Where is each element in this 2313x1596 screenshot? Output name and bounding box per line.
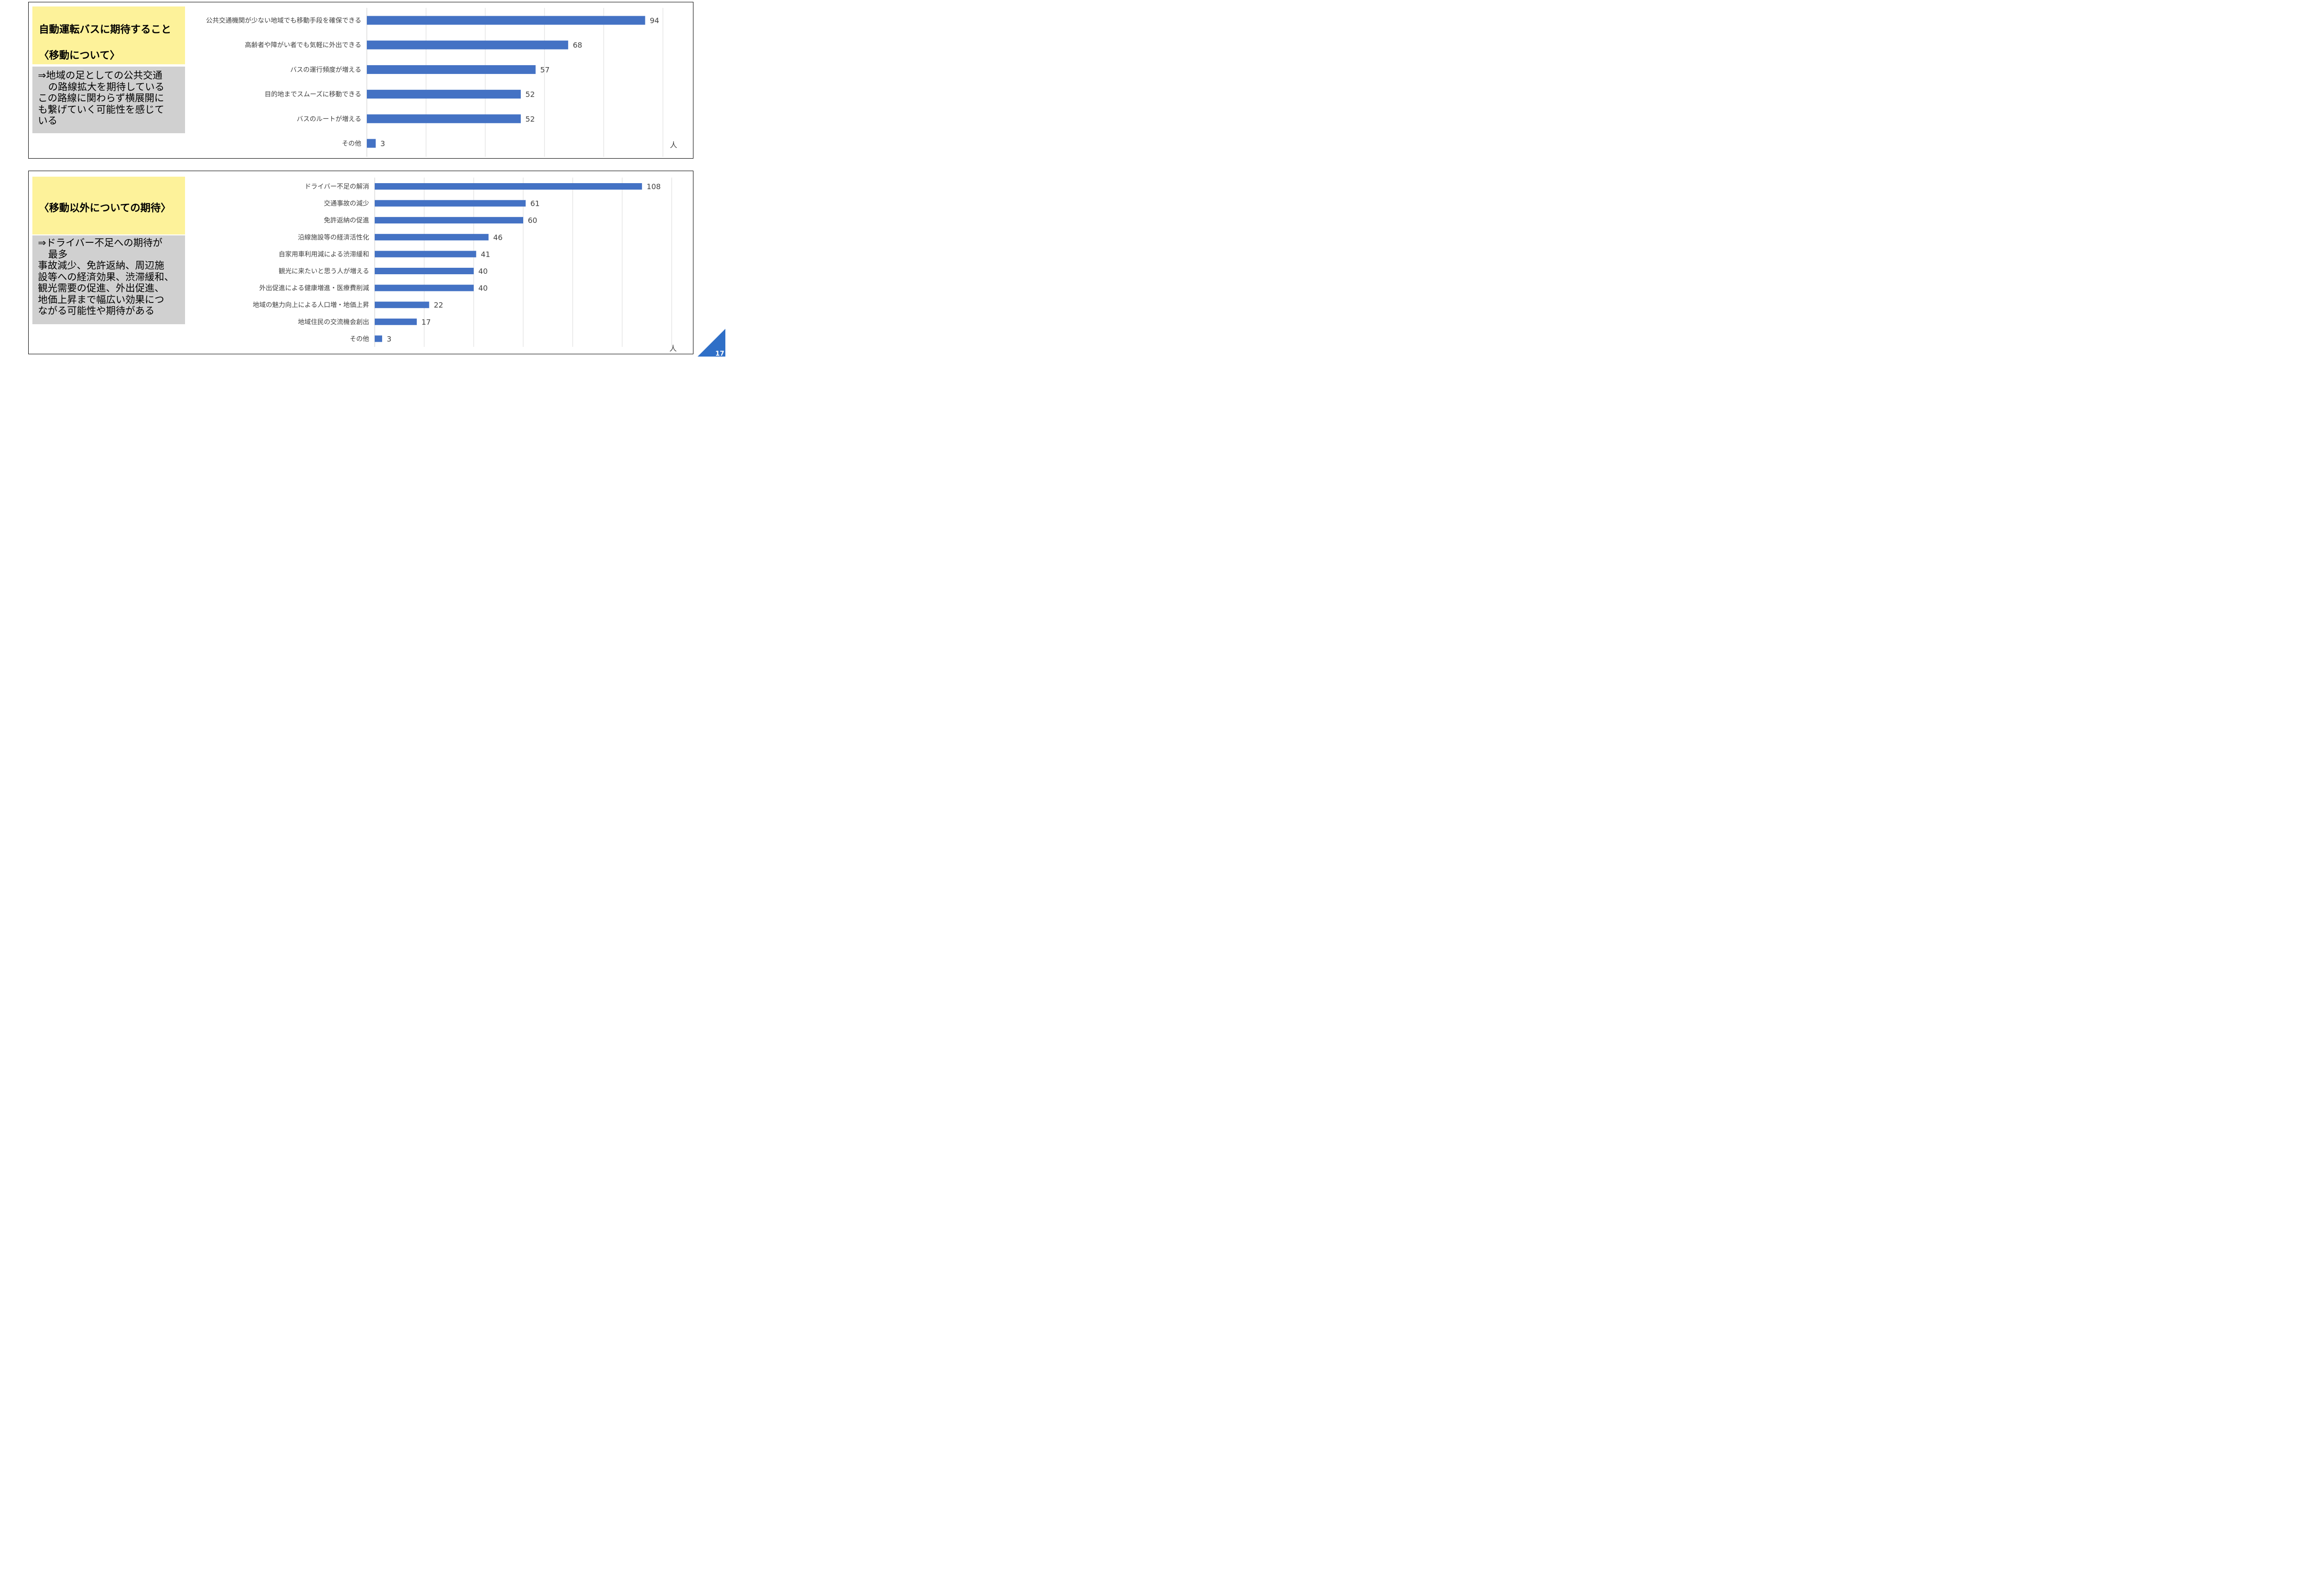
moving-expectations-panel: 自動運転バスに期待すること 〈移動について〉 ⇒地域の足としての公共交通 の路線…: [28, 2, 693, 159]
data-label: 57: [540, 65, 550, 74]
data-label: 60: [528, 216, 537, 225]
category-label: 交通事故の減少: [324, 200, 369, 208]
data-label: 108: [647, 182, 661, 191]
panel1-note-line: も繋げていく可能性を感じて: [38, 104, 164, 115]
bar: [367, 65, 536, 74]
bar: [375, 200, 526, 207]
panel1-note: ⇒地域の足としての公共交通 の路線拡大を期待している この路線に関わらず横展開に…: [38, 70, 164, 127]
bar: [367, 90, 521, 99]
bar: [375, 183, 642, 190]
bar: [367, 40, 569, 49]
panel1-note-line: いる: [38, 115, 57, 126]
category-label: その他: [342, 140, 361, 148]
moving-expectations-chart: 公共交通機関が少ない地域でも移動手段を確保できる 94 高齢者や障がい者でも気軽に外…: [206, 8, 677, 157]
page-number: 17: [715, 350, 724, 357]
category-label: 公共交通機関が少ない地域でも移動手段を確保できる: [206, 17, 361, 25]
data-label: 61: [530, 199, 539, 208]
bar: [375, 318, 417, 325]
category-label: 高齢者や障がい者でも気軽に外出できる: [245, 41, 361, 49]
data-label: 40: [478, 284, 488, 293]
category-label: バスのルートが増える: [297, 116, 361, 123]
bar: [367, 114, 521, 123]
data-label: 22: [434, 301, 443, 309]
bar: [375, 302, 429, 308]
panel1-note-line: の路線拡大を期待している: [48, 81, 165, 92]
page-corner-triangle: 17: [698, 329, 725, 357]
panel2-note-line: 最多: [48, 248, 68, 260]
non-moving-expectations-chart: ドライバー不足の解消 108 交通事故の減少 61 免許返納の促進 60 沿線施設等の経済活…: [253, 178, 677, 353]
category-label: 目的地までスムーズに移動できる: [265, 91, 361, 99]
data-label: 52: [526, 90, 535, 99]
panel2-title-box: 〈移動以外についての期待〉: [32, 177, 185, 234]
non-moving-expectations-panel: 〈移動以外についての期待〉 ⇒ドライバー不足への期待が 最多 事故減少、免許返納…: [28, 171, 693, 354]
bar: [375, 335, 383, 342]
panel2-note-line: 事故減少、免許返納、周辺施: [38, 260, 164, 271]
data-label: 94: [650, 16, 659, 25]
panel1-note-line: ⇒地域の足としての公共交通: [38, 70, 162, 81]
panel1-note-line: この路線に関わらず横展開に: [38, 92, 164, 104]
page-corner-shape: [698, 329, 725, 357]
category-label: 外出促進による健康増進・医療費削減: [259, 284, 369, 292]
bar: [375, 268, 474, 274]
bar: [367, 16, 645, 25]
data-label: 46: [493, 233, 502, 242]
panel2-note-line: ⇒ドライバー不足への期待が: [38, 237, 163, 248]
data-label: 40: [478, 267, 488, 276]
data-label: 41: [481, 250, 490, 259]
bar: [367, 139, 376, 148]
panel1-title-box: 自動運転バスに期待すること 〈移動について〉: [32, 6, 185, 64]
panel2-note-line: ながる可能性や期待がある: [38, 305, 155, 316]
category-label: ドライバー不足の解消: [304, 183, 369, 191]
panel2-note-line: 設等への経済効果、渋滞緩和、: [38, 271, 174, 283]
category-label: 地域住民の交流機会創出: [298, 318, 369, 326]
category-label: 観光に来たいと思う人が増える: [278, 267, 369, 275]
bar: [375, 217, 523, 224]
bar: [375, 234, 489, 240]
panel1-note-box: ⇒地域の足としての公共交通 の路線拡大を期待している この路線に関わらず横展開に…: [32, 67, 185, 133]
category-label: 自家用車利用減による渋滞緩和: [278, 250, 369, 258]
data-label: 52: [526, 115, 535, 123]
panel1-title-line2: 〈移動について〉: [39, 50, 120, 62]
unit-label: 人: [670, 141, 677, 149]
category-label: バスの運行頻度が増える: [290, 66, 361, 74]
category-label: 免許返納の促進: [324, 217, 369, 224]
data-label: 17: [421, 318, 431, 327]
panel2-note-line: 観光需要の促進、外出促進、: [38, 283, 164, 294]
panel2-note-box: ⇒ドライバー不足への期待が 最多 事故減少、免許返納、周辺施 設等への経済効果、…: [32, 235, 185, 324]
panel2-note-line: 地価上昇まで幅広い効果につ: [38, 294, 164, 305]
bar: [375, 284, 474, 291]
data-label: 3: [380, 139, 385, 148]
panel2-note: ⇒ドライバー不足への期待が 最多 事故減少、免許返納、周辺施 設等への経済効果、…: [38, 237, 174, 317]
panel2-title: 〈移動以外についての期待〉: [39, 203, 171, 214]
unit-label: 人: [669, 344, 677, 353]
data-label: 68: [573, 41, 582, 49]
data-label: 3: [387, 334, 391, 343]
panel1-title-line1: 自動運転バスに期待すること: [39, 24, 172, 36]
category-label: その他: [350, 335, 369, 343]
category-label: 地域の魅力向上による人口増・地価上昇: [253, 302, 369, 309]
bar: [375, 251, 476, 258]
category-label: 沿線施設等の経済活性化: [298, 234, 369, 241]
